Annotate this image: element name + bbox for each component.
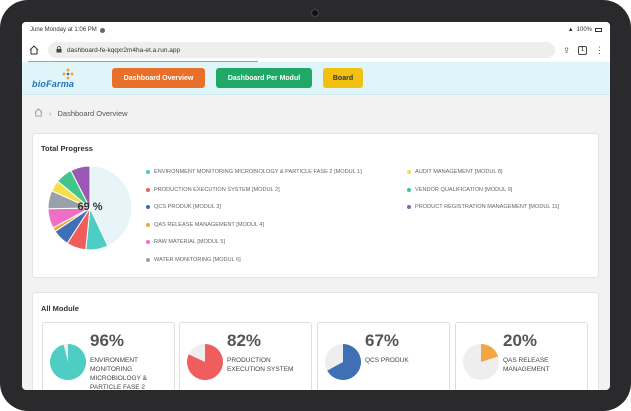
screen: June Monday at 1:06 PM ▲ 100% dashboard-… [22,22,610,390]
module-pie-chart [50,344,86,380]
legend-label: ENVIRONMENT MONITORING MICROBIOLOGY & PA… [154,169,362,175]
module-pie-slice [187,344,223,380]
status-time: June Monday at 1:06 PM [30,27,97,33]
legend-dot-icon [407,205,411,209]
legend-item-left-3[interactable]: QAS RELEASE MANAGEMENT [MODUL 4] [146,222,264,228]
legend-item-right-1[interactable]: VENDOR QUALIFICATION [MODUL 9] [407,187,512,193]
home-icon[interactable] [28,44,40,56]
status-bar: June Monday at 1:06 PM ▲ 100% [22,22,610,38]
breadcrumb: › Dashboard Overview [34,108,128,119]
front-camera [311,9,319,17]
legend-dot-icon [407,187,411,192]
module-pie-chart [325,344,361,380]
pie-slice-9[interactable] [70,165,91,209]
module-pie-slice [50,344,86,380]
address-bar[interactable]: dashboard-fe-kqqxr2m4ha-et.a.run.app [48,42,556,58]
breadcrumb-current: Dashboard Overview [57,109,128,118]
board-button[interactable]: Board [323,68,363,88]
url-text: dashboard-fe-kqqxr2m4ha-et.a.run.app [67,46,181,54]
menu-icon[interactable]: ⋮ [595,44,604,55]
module-card-1[interactable]: 82% PRODUCTION EXECUTION SYSTEM [179,322,312,390]
module-card-0[interactable]: 96% ENVIRONMENT MONITORING MICROBIOLOGY &… [42,322,175,390]
home-icon[interactable] [34,108,43,119]
all-module-title: All Module [41,304,79,313]
total-progress-pie-chart [47,165,133,251]
module-card-2[interactable]: 67% QCS PRODUK [317,322,450,390]
legend-dot-icon [146,187,150,192]
signal-icon: ▲ [567,27,574,33]
legend-item-left-0[interactable]: ENVIRONMENT MONITORING MICROBIOLOGY & PA… [146,169,362,175]
module-pie-chart [187,344,223,380]
legend-item-left-4[interactable]: RAW MATERIAL [MODUL 5] [146,239,225,245]
legend-label: PRODUCT REGISTRATION MANAGEMENT [MODUL 1… [415,204,560,210]
legend-item-right-2[interactable]: PRODUCT REGISTRATION MANAGEMENT [MODUL 1… [407,204,559,210]
battery-text: 100% [576,27,592,33]
module-percent: 67% [365,331,400,350]
legend-item-right-0[interactable]: AUDIT MANAGEMENT [MODUL 8] [407,169,503,175]
share-icon[interactable]: ⇪ [563,45,570,55]
total-progress-card: Total Progress 69 % ENVIRONMENT MONITORI… [32,133,599,278]
legend-label: RAW MATERIAL [MODUL 5] [154,239,226,245]
legend-dot-icon [146,240,150,244]
logo[interactable]: bioFarma [32,66,100,90]
module-percent: 96% [90,331,125,350]
notification-icon [99,27,105,33]
module-name: QCS PRODUK [365,357,409,364]
page-load-progress [28,61,258,62]
legend-label: VENDOR QUALIFICATION [MODUL 9] [415,186,513,193]
module-percent: 82% [227,331,262,350]
module-name: QAS RELEASE MANAGEMENT [503,357,550,373]
tabs-button[interactable]: 1 [578,45,587,55]
module-pie-chart [463,344,499,380]
dashboard-per-modul-button[interactable]: Dashboard Per Modul [216,68,312,88]
logo-text: bioFarma [32,79,75,89]
legend-dot-icon [407,170,411,174]
legend-label: QCS PRODUK [MODUL 3] [154,204,221,210]
module-pie-slice [481,344,499,362]
pie-slice-0[interactable] [89,165,133,247]
legend-item-left-5[interactable]: WATER MONITORING [MODUL 6] [146,257,241,263]
legend-label: QAS RELEASE MANAGEMENT [MODUL 4] [154,221,265,228]
app-navbar: bioFarma Dashboard Overview Dashboard Pe… [22,62,610,95]
chevron-right-icon: › [49,109,52,118]
battery-icon [595,28,602,32]
module-name: PRODUCTION EXECUTION SYSTEM [227,357,294,373]
module-percent: 20% [503,331,538,350]
dashboard-overview-button[interactable]: Dashboard Overview [112,68,205,88]
browser-toolbar: dashboard-fe-kqqxr2m4ha-et.a.run.app ⇪ 1… [22,38,610,62]
module-name: ENVIRONMENT MONITORING MICROBIOLOGY & PA… [90,357,147,390]
total-progress-center-value: 69 % [77,201,103,213]
legend-dot-icon [146,257,150,262]
module-card-3[interactable]: 20% QAS RELEASE MANAGEMENT [455,322,588,390]
legend-dot-icon [146,205,150,209]
module-pie-slice [327,344,361,380]
legend-item-left-1[interactable]: PRODUCTION EXECUTION SYSTEM [MODUL 2] [146,187,280,193]
legend-item-left-2[interactable]: QCS PRODUK [MODUL 3] [146,204,221,210]
legend-dot-icon [146,170,150,174]
legend-label: WATER MONITORING [MODUL 6] [154,256,241,263]
logo-mark-icon [62,68,74,80]
legend-label: AUDIT MANAGEMENT [MODUL 8] [415,169,503,175]
legend-dot-icon [146,222,150,227]
total-progress-title: Total Progress [41,144,93,153]
lock-icon [56,45,62,55]
legend-label: PRODUCTION EXECUTION SYSTEM [MODUL 2] [154,186,280,193]
